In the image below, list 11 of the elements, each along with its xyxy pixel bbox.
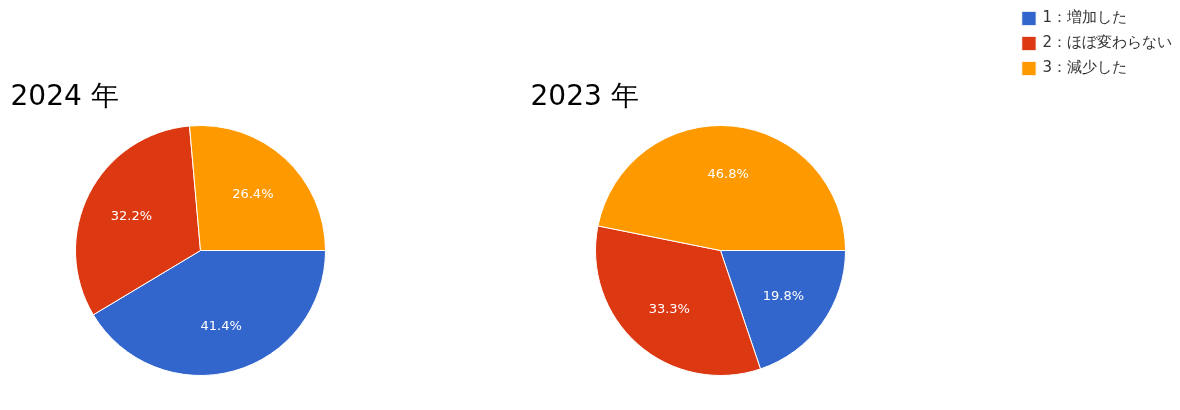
data-label: 26.4% xyxy=(232,185,274,201)
data-label: 19.8% xyxy=(762,288,805,304)
legend-label: 2：ほぼ変わらない xyxy=(1042,33,1172,52)
data-label: 46.8% xyxy=(707,165,749,181)
legend-label: 3：減少した xyxy=(1042,58,1127,77)
legend-label: 1：増加した xyxy=(1042,8,1127,27)
data-label: 33.3% xyxy=(648,301,690,317)
text: 2024 年 xyxy=(10,79,119,112)
data-label: 41.4% xyxy=(200,317,242,333)
chart-title: 2023 年 xyxy=(530,79,639,112)
data-label: 32.2% xyxy=(110,207,153,223)
